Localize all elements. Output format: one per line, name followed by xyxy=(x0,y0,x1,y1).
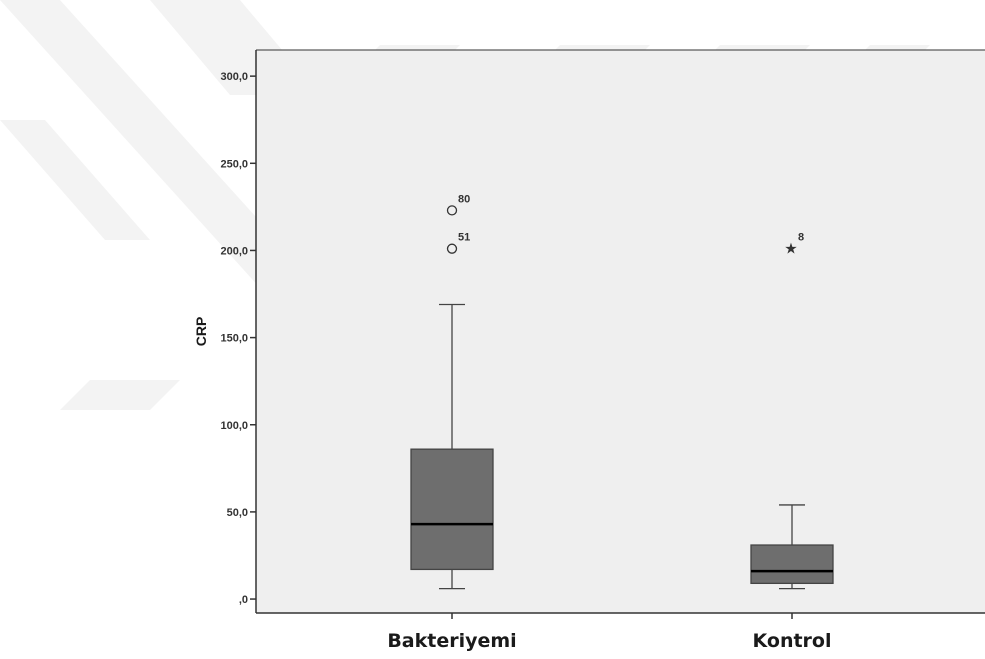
boxes: 80 51 ★8 xyxy=(410,193,834,590)
outlier-point xyxy=(446,205,458,216)
y-tick-label: 300,0 xyxy=(220,71,248,83)
extreme-outlier-point: ★ xyxy=(784,240,797,258)
box-bakteriyemi: 80 51 xyxy=(410,193,494,590)
iqr-box xyxy=(410,448,494,571)
plot-area xyxy=(256,50,985,613)
y-tick-label: 250,0 xyxy=(220,158,248,170)
box-kontrol: ★8 xyxy=(750,232,834,590)
y-tick-label: ,0 xyxy=(239,594,248,606)
outlier-label: 51 xyxy=(458,232,470,244)
y-axis-title: CRP xyxy=(193,317,209,347)
outlier-point xyxy=(446,243,458,254)
axes xyxy=(255,49,985,614)
outlier-label: 80 xyxy=(458,193,470,205)
outlier-label: 8 xyxy=(798,232,804,244)
x-tick-label: Bakteriyemi xyxy=(387,630,516,652)
y-tick-label: 100,0 xyxy=(220,420,248,432)
x-tick-label: Kontrol xyxy=(753,630,832,652)
y-tick-label: 150,0 xyxy=(220,333,248,345)
x-axis-tick-labels: Bakteriyemi Kontrol xyxy=(387,613,832,652)
iqr-box xyxy=(750,544,834,585)
y-tick-label: 200,0 xyxy=(220,245,248,257)
y-axis-ticks: ,0 50,0 100,0 150,0 200,0 250,0 300,0 xyxy=(220,71,256,606)
y-tick-label: 50,0 xyxy=(227,507,248,519)
